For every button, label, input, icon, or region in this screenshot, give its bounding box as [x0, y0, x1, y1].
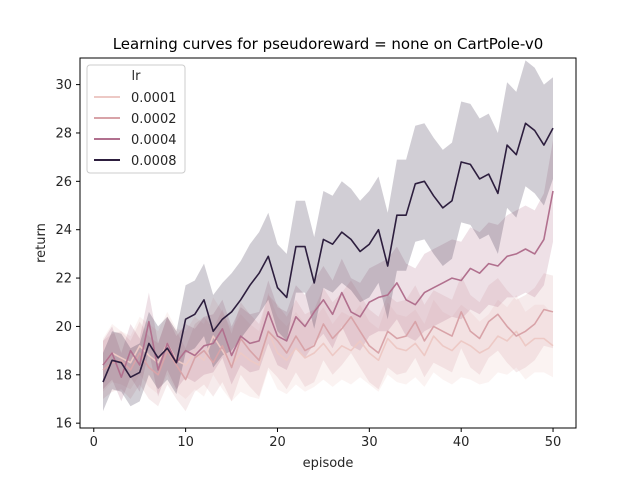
legend-box: [86, 64, 186, 174]
confidence-band-1: [103, 273, 553, 412]
plot-frame: [79, 57, 577, 429]
y-tick-label: 22: [55, 272, 72, 287]
chart-title: Learning curves for pseudoreward = none …: [113, 35, 544, 53]
y-tick-label: 30: [55, 78, 72, 93]
series-1: [102, 308, 554, 381]
confidence-band-2: [103, 140, 553, 402]
y-tick-label: 28: [55, 126, 72, 141]
confidence-band-0: [103, 292, 553, 402]
x-tick-label: 20: [269, 435, 286, 450]
series-2: [102, 190, 554, 379]
y-tick-label: 16: [55, 417, 72, 432]
y-tick-label: 18: [55, 368, 72, 383]
series-line-1: [102, 308, 554, 381]
x-axis-ticks: 0 10 20 30 40 50: [90, 428, 562, 450]
series-lines: [102, 122, 554, 383]
confidence-band-3: [103, 60, 553, 412]
x-tick-label: 50: [545, 435, 562, 450]
legend-items: 0.0001 0.0002 0.0004 0.0008: [94, 91, 177, 169]
x-tick-label: 10: [177, 435, 194, 450]
y-tick-label: 24: [55, 223, 72, 238]
legend-label-1: 0.0002: [131, 112, 177, 127]
y-tick-label: 26: [55, 175, 72, 190]
x-tick-label: 30: [361, 435, 378, 450]
y-axis-ticks: 16 18 20 22 24 26 28 30: [55, 78, 80, 432]
y-axis-label: return: [34, 223, 49, 263]
y-tick-label: 20: [55, 320, 72, 335]
legend-label-0: 0.0001: [131, 91, 177, 106]
confidence-bands: [103, 60, 553, 412]
x-tick-label: 40: [453, 435, 470, 450]
legend: lr 0.0001 0.0002 0.0004 0.0008: [86, 64, 186, 174]
legend-title: lr: [132, 69, 142, 84]
legend-label-2: 0.0004: [131, 133, 177, 148]
legend-label-3: 0.0008: [131, 154, 177, 169]
x-tick-label: 0: [90, 435, 98, 450]
x-axis-label: episode: [303, 456, 354, 471]
series-3: [102, 122, 554, 383]
series-line-3: [102, 122, 554, 383]
series-line-2: [102, 190, 554, 379]
